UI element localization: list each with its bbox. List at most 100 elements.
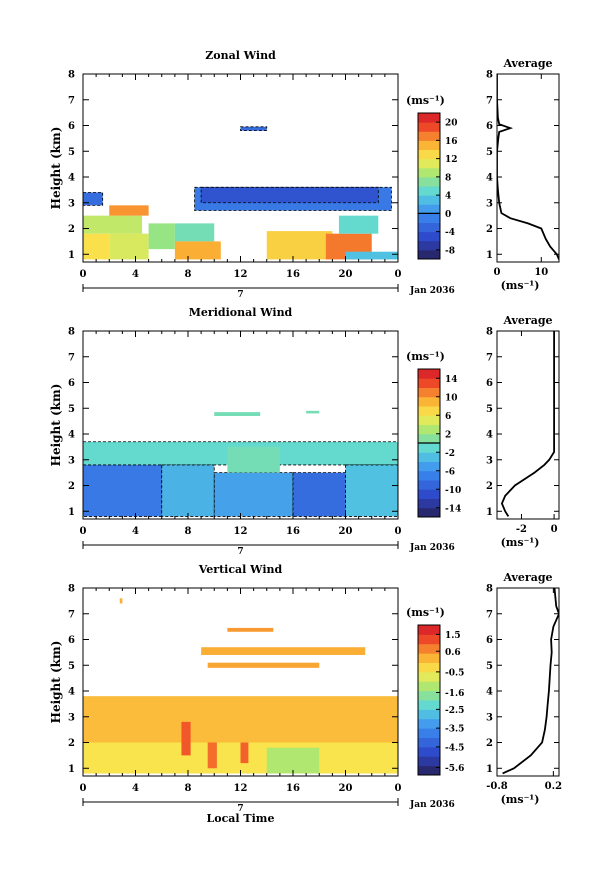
colorbar-swatch	[418, 681, 440, 692]
colorbar-tick-label: 6	[445, 412, 451, 422]
colorbar-tick-label: 2	[445, 430, 451, 440]
profile-y-tick-label: 6	[486, 121, 493, 132]
profile-title: Average	[502, 571, 552, 584]
colorbar-swatch	[418, 443, 440, 453]
colorbar-tick-label: -14	[445, 504, 461, 514]
profile-y-tick-label: 6	[486, 378, 493, 389]
data-cell	[293, 472, 346, 517]
profile-x-tick-label: 0	[494, 267, 501, 278]
colorbar-tick-label: -2	[445, 449, 455, 459]
colorbar-swatch	[418, 700, 440, 710]
x-tick-label: 0	[80, 526, 87, 537]
y-tick-label: 8	[68, 70, 75, 81]
data-cell	[119, 598, 123, 604]
y-tick-label: 6	[68, 378, 75, 389]
colorbar-swatch	[418, 690, 440, 701]
data-cell	[345, 464, 398, 517]
colorbar-swatch	[418, 433, 440, 444]
x-tick-label: 20	[339, 269, 353, 280]
colorbar-tick-label: -8	[445, 246, 455, 256]
date-label: Jan 2036	[409, 286, 455, 296]
zero-contour	[83, 192, 104, 206]
data-cell	[214, 412, 261, 416]
colorbar-swatch	[418, 643, 440, 654]
profile-y-tick-label: 8	[486, 70, 493, 81]
data-cell	[207, 662, 320, 668]
colorbar-swatch	[418, 222, 440, 233]
x-tick-label: 0	[395, 526, 402, 537]
colorbar-tick-label: 0.6	[445, 648, 461, 658]
panel-title: Vertical Wind	[198, 563, 283, 576]
profile-x-tick-label: -2	[516, 524, 527, 535]
colorbar-swatch	[418, 415, 440, 425]
x-tick-label: 12	[234, 783, 248, 794]
colorbar-frame	[417, 624, 441, 776]
colorbar-swatch	[418, 424, 440, 435]
colorbar-tick-label: -3.5	[445, 725, 464, 735]
data-cell	[109, 205, 149, 216]
colorbar-tick-label: -6	[445, 467, 455, 477]
profile-y-tick-label: 2	[486, 224, 493, 235]
colorbar-swatch	[418, 249, 440, 260]
colorbar-frame	[417, 112, 441, 260]
profile-y-tick-label: 7	[486, 609, 493, 620]
profile-line	[500, 331, 555, 517]
x-tick-label: 4	[132, 269, 139, 280]
data-layer	[83, 410, 398, 517]
profile-y-tick-label: 6	[486, 635, 493, 646]
colorbar-swatch	[418, 387, 440, 398]
zero-contour	[200, 186, 379, 204]
data-cell	[207, 742, 217, 769]
y-tick-label: 3	[68, 712, 75, 723]
data-layer	[83, 598, 398, 774]
x-tick-label: 8	[185, 269, 192, 280]
profile-y-tick-label: 7	[486, 352, 493, 363]
colorbar-tick-label: 8	[445, 173, 451, 183]
data-cell	[161, 464, 215, 517]
x-tick-label: 12	[234, 526, 248, 537]
data-cell	[227, 446, 280, 473]
colorbar-tick-label: 4	[445, 192, 451, 202]
x-tick-label: 0	[395, 783, 402, 794]
y-axis-label: Height (km)	[49, 641, 63, 724]
x-tick-label: 0	[80, 269, 87, 280]
y-tick-label: 5	[68, 661, 75, 672]
data-cell	[201, 647, 366, 655]
colorbar-swatch	[418, 507, 440, 518]
data-cell	[109, 233, 149, 260]
profile-y-tick-label: 5	[486, 147, 493, 158]
y-tick-label: 4	[68, 430, 75, 441]
panel-title: Meridional Wind	[189, 306, 293, 319]
colorbar-swatch	[418, 671, 440, 682]
data-cell	[345, 251, 398, 260]
colorbar-swatch	[418, 195, 440, 205]
data-cell	[181, 721, 191, 756]
data-cell	[306, 410, 320, 414]
data-cell	[83, 233, 110, 260]
profile-y-tick-label: 1	[486, 764, 493, 775]
colorbar-swatch	[418, 634, 440, 645]
profile-title: Average	[502, 57, 552, 70]
colorbar-swatch	[418, 470, 440, 481]
y-tick-label: 4	[68, 687, 75, 698]
colorbar-tick-label: -5.6	[445, 764, 464, 774]
colorbar-tick-label: -10	[445, 486, 461, 496]
colorbar-swatch	[418, 240, 440, 251]
data-cell	[83, 215, 143, 234]
profile-y-tick-label: 3	[486, 198, 493, 209]
colorbar-swatch	[418, 406, 440, 416]
data-cell	[148, 223, 175, 250]
profile-y-tick-label: 8	[486, 327, 493, 338]
x-tick-label: 16	[286, 526, 300, 537]
profile-frame	[496, 73, 560, 263]
profile-y-tick-label: 3	[486, 455, 493, 466]
x-tick-label: 0	[80, 783, 87, 794]
colorbar-swatch	[418, 653, 440, 663]
x-tick-label: 4	[132, 783, 139, 794]
profile-y-tick-label: 8	[486, 584, 493, 595]
x-tick-label: 0	[395, 269, 402, 280]
profile-line	[502, 588, 559, 775]
colorbar-swatch	[418, 746, 440, 757]
